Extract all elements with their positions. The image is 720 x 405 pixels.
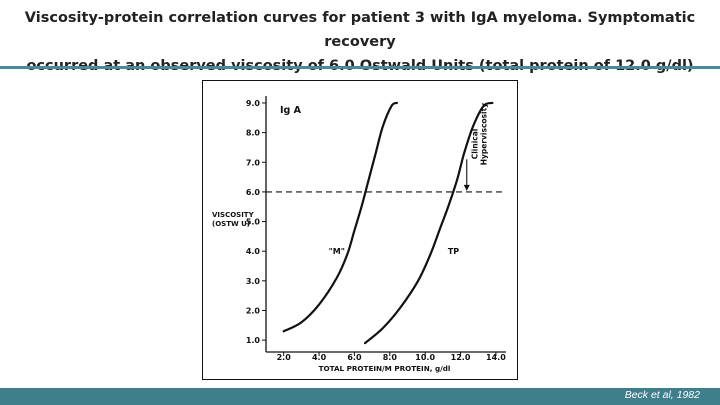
y-tick-label: 6.0 — [246, 188, 261, 197]
y-tick-label: 1.0 — [246, 336, 261, 345]
x-tick-label: 4.0 — [312, 353, 327, 362]
y-tick-label: 4.0 — [246, 247, 261, 256]
citation: Beck et al, 1982 — [624, 389, 700, 401]
tp-series-label: TP — [448, 247, 459, 256]
y-tick-label: 9.0 — [246, 99, 261, 108]
threshold-label-2: Hyperviscosity — [480, 103, 489, 165]
y-tick-label: 2.0 — [246, 306, 261, 315]
slide-title-line-1: Viscosity-protein correlation curves for… — [24, 10, 696, 50]
m-protein-curve — [282, 101, 398, 333]
x-tick-label: 6.0 — [347, 353, 362, 362]
x-tick-label: 12.0 — [451, 353, 471, 362]
tp-curve — [363, 101, 494, 345]
x-tick-label: 2.0 — [277, 353, 292, 362]
y-axis-label-units: (OSTW U) — [212, 220, 250, 228]
y-tick-label: 8.0 — [246, 129, 261, 138]
x-tick-label: 8.0 — [383, 353, 398, 362]
figure-frame — [202, 80, 518, 380]
y-tick-label: 5.0 — [246, 218, 261, 227]
y-tick-label: 7.0 — [246, 158, 261, 167]
x-tick-label: 14.0 — [486, 353, 506, 362]
x-axis-label: TOTAL PROTEIN/M PROTEIN, g/dl — [319, 364, 451, 373]
threshold-label: Clinical — [471, 129, 480, 160]
x-tick-label: 10.0 — [415, 353, 435, 362]
label-layer: TOTAL PROTEIN/M PROTEIN, g/dl VISCOSITY(O… — [212, 103, 489, 373]
y-axis-label: VISCOSITY — [212, 211, 255, 219]
m-series-label: "M" — [329, 247, 345, 256]
corner-label: Ig A — [280, 105, 302, 116]
axes-layer: 1.0 2.0 3.0 4.0 5.0 6.0 7.0 8.0 9.0 2.0 4.0 6.0 8.0 1… — [246, 96, 506, 362]
y-tick-label: 3.0 — [246, 277, 261, 286]
title-divider — [0, 66, 720, 69]
series-layer — [266, 101, 503, 345]
threshold-arrow-head — [463, 184, 470, 191]
footer-bar: Beck et al, 1982 — [0, 388, 720, 405]
